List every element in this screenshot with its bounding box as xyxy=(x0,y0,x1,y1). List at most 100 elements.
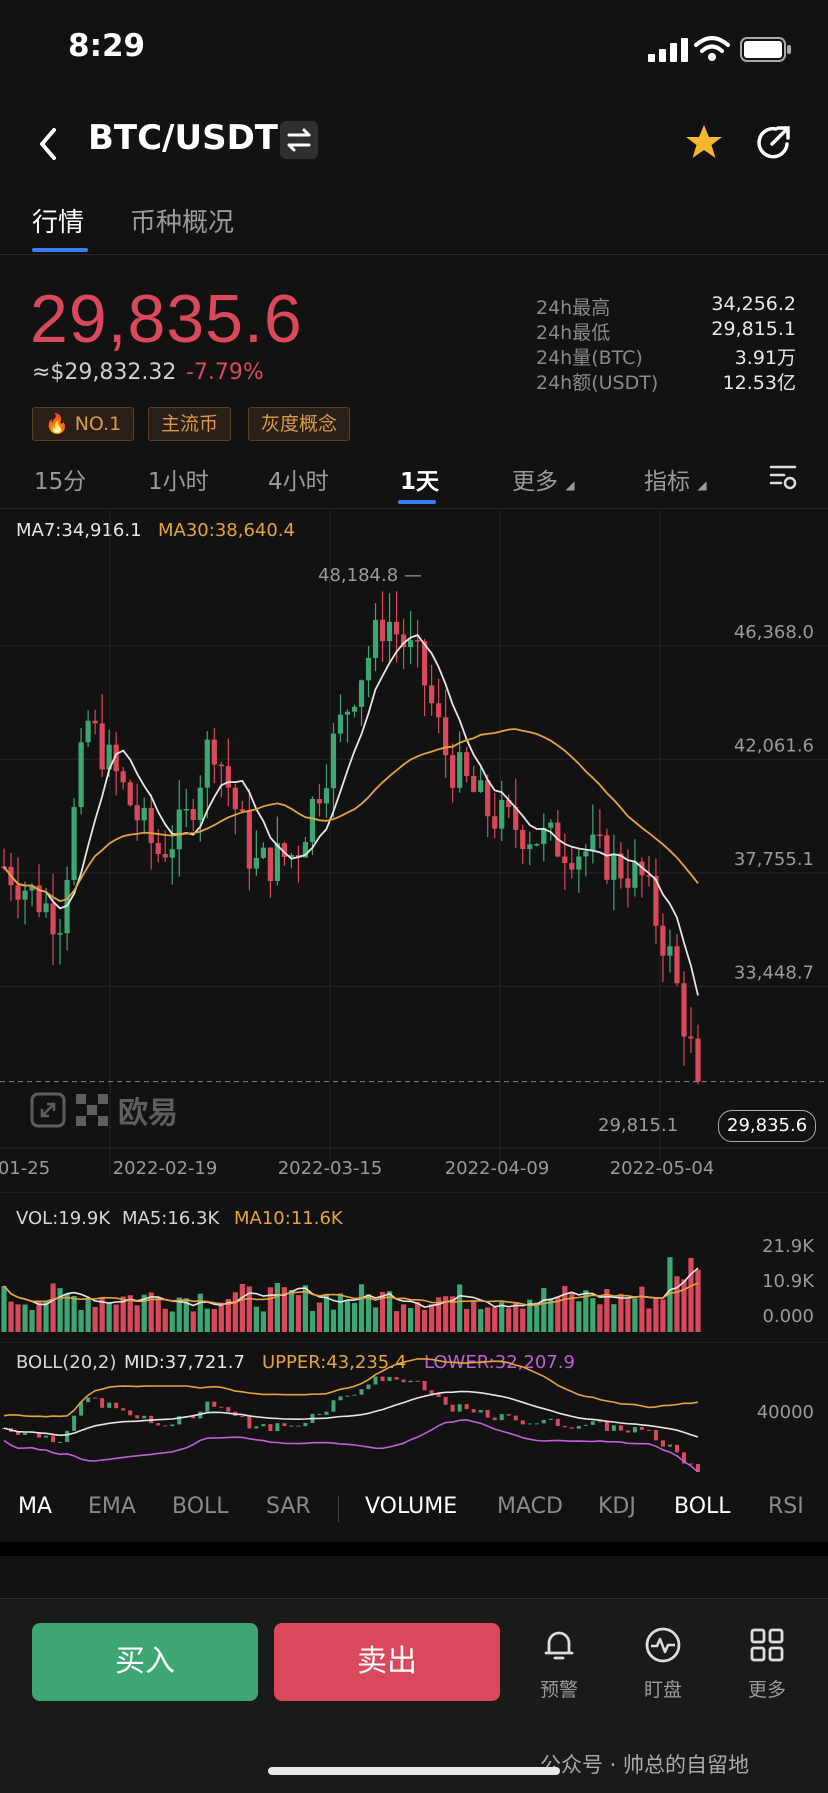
volume-bar xyxy=(386,1291,393,1332)
tf-15m[interactable]: 15分 xyxy=(34,469,87,495)
boll-candle xyxy=(667,1444,672,1447)
candle-body xyxy=(281,843,288,857)
volume-bar xyxy=(232,1292,238,1332)
candle-body xyxy=(148,807,154,843)
candle-body xyxy=(246,811,252,869)
boll-candle xyxy=(527,1423,532,1425)
tf-more[interactable]: 更多 ◢ xyxy=(512,462,575,496)
vol-ma10-line xyxy=(3,1282,699,1307)
candle-body xyxy=(162,854,168,858)
stat-value-high: 34,256.2 xyxy=(711,293,796,315)
boll-mid-line xyxy=(3,1390,699,1438)
boll-candle xyxy=(240,1416,245,1418)
boll-candle xyxy=(366,1384,371,1390)
tag-mainstream[interactable]: 主流币 xyxy=(148,407,232,441)
tf-1d[interactable]: 1天 xyxy=(400,469,440,495)
boll-candle xyxy=(268,1424,273,1432)
vol-ma5-line xyxy=(3,1267,699,1308)
candle-body xyxy=(478,780,484,792)
candle-body xyxy=(57,933,63,935)
volume-bar xyxy=(590,1298,596,1332)
tf-more-label: 更多 xyxy=(512,469,558,495)
volume-bar xyxy=(351,1302,358,1332)
volume-bar xyxy=(625,1299,631,1332)
tf-4h[interactable]: 4小时 xyxy=(268,469,329,495)
ind-tab-rsi[interactable]: RSI xyxy=(768,1494,804,1519)
candlestick-chart[interactable]: 46,368.0 42,061.6 37,755.1 33,448.7 01-25 202… xyxy=(0,510,828,1190)
volume-bar xyxy=(274,1282,280,1332)
volume-bar xyxy=(422,1309,428,1332)
home-indicator[interactable] xyxy=(268,1767,560,1775)
volume-bar xyxy=(646,1308,652,1332)
volume-bar xyxy=(302,1285,309,1332)
tag-grayscale[interactable]: 灰度概念 xyxy=(248,407,351,441)
favorite-star-icon[interactable] xyxy=(684,122,724,162)
boll-candle xyxy=(408,1380,413,1383)
tag-no1[interactable]: 🔥 NO.1 xyxy=(32,407,135,441)
candle-body xyxy=(513,806,519,830)
boll-candle xyxy=(93,1397,98,1399)
candle-body xyxy=(471,775,477,792)
buy-button[interactable]: 买入 xyxy=(32,1623,258,1701)
volume-bar xyxy=(36,1301,42,1332)
boll-candle xyxy=(352,1394,357,1396)
footer-watermark: 公众号 · 帅总的自留地 xyxy=(540,1753,750,1777)
ind-tab-sar[interactable]: SAR xyxy=(266,1494,311,1519)
ind-tab-ma[interactable]: MA xyxy=(18,1494,53,1519)
boll-candle xyxy=(520,1420,525,1425)
boll-candle xyxy=(492,1417,497,1421)
volume-bar xyxy=(148,1292,154,1332)
ind-tab-boll-main[interactable]: BOLL xyxy=(172,1494,229,1519)
ind-tab-ema[interactable]: EMA xyxy=(88,1494,136,1519)
boll-candle xyxy=(499,1414,504,1421)
volume-bar xyxy=(548,1298,554,1332)
candle-body xyxy=(414,640,421,642)
sell-button[interactable]: 卖出 xyxy=(274,1623,500,1701)
volume-bar xyxy=(667,1257,673,1332)
volume-bar xyxy=(43,1301,49,1332)
boll-candle xyxy=(170,1424,175,1427)
bell-icon xyxy=(544,1631,574,1660)
volume-bar xyxy=(414,1302,421,1332)
volume-bar xyxy=(379,1291,386,1332)
chart-settings-icon[interactable] xyxy=(768,462,798,492)
candle-body xyxy=(50,903,56,935)
indicator-menu[interactable]: 指标 ◢ xyxy=(644,462,707,496)
tab-market[interactable]: 行情 xyxy=(32,208,85,238)
alert-button[interactable]: 预警 xyxy=(514,1625,604,1702)
ind-tab-volume[interactable]: VOLUME xyxy=(365,1494,458,1519)
volume-bar xyxy=(15,1304,21,1332)
action-bar: 买入 卖出 预警 盯盘 更多 公众号 · 帅总的自留地 xyxy=(0,1598,828,1793)
candle-body xyxy=(407,640,414,648)
boll-candle xyxy=(212,1401,217,1407)
more-button[interactable]: 更多 xyxy=(722,1625,812,1702)
volume-bar xyxy=(429,1304,435,1332)
boll-candle xyxy=(345,1395,350,1397)
ind-tab-macd[interactable]: MACD xyxy=(497,1494,563,1519)
candle-body xyxy=(127,782,133,806)
ind-tab-boll-sub[interactable]: BOLL xyxy=(674,1494,731,1519)
swap-pair-button[interactable] xyxy=(280,121,318,159)
candle-body xyxy=(457,752,463,788)
tf-1h[interactable]: 1小时 xyxy=(148,469,209,495)
candle-body xyxy=(499,799,505,829)
boll-candle xyxy=(696,1463,700,1472)
watch-button[interactable]: 盯盘 xyxy=(618,1625,708,1702)
pair-title[interactable]: BTC/USDT xyxy=(88,118,278,158)
ind-tab-kdj[interactable]: KDJ xyxy=(598,1494,636,1519)
indicator-tabs: MA EMA BOLL SAR VOLUME MACD KDJ BOLL RSI xyxy=(0,1472,828,1542)
volume-bar xyxy=(393,1311,400,1332)
fullscreen-icon[interactable] xyxy=(30,1092,66,1128)
last-price: 29,835.6 xyxy=(30,281,303,357)
candle-body xyxy=(197,787,203,821)
share-icon[interactable] xyxy=(754,122,794,162)
back-arrow-icon[interactable] xyxy=(30,122,66,166)
boll-candle xyxy=(142,1415,147,1419)
volume-bar xyxy=(372,1307,379,1332)
boll-candle xyxy=(163,1425,168,1427)
boll-candle xyxy=(338,1396,343,1401)
candle-body xyxy=(337,714,344,734)
tab-coin-overview[interactable]: 币种概况 xyxy=(130,208,235,238)
vol-y-tick: 0.000 xyxy=(762,1306,814,1327)
volume-bar xyxy=(29,1310,35,1332)
